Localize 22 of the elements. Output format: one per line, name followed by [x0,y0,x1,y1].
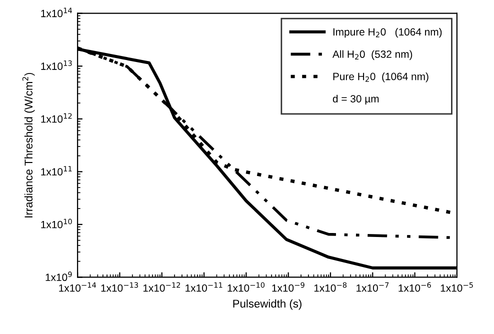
x-tick-label: 1x10$^{−8}$ [314,282,347,292]
x-tick-label: 1x10$^{−7}$ [356,282,389,292]
y-tick-label: 1x10$^{13}$ [41,60,72,70]
legend-label: Pure H$_{2}$0 (1064 nm) [333,72,428,82]
x-tick-label: 1x10$^{−6}$ [398,282,431,292]
x-tick-label: 1x10$^{−10}$ [228,282,265,292]
x-tick-label: 1x10$^{−9}$ [272,282,304,292]
y-tick-label: 1x10$^{14}$ [41,8,72,18]
x-tick-label: 1x10$^{−5}$ [440,282,473,292]
y-tick-label: 1x10$^{12}$ [41,113,72,123]
legend-label: All H$_{2}$0 (532 nm) [332,50,412,60]
y-axis-title: Irradiance Threshold (W/cm$^{2}$) [22,72,35,218]
annotation: d = 30 µm [332,94,379,105]
y-tick-label: 1x10$^{9}$ [46,272,72,282]
legend-label: Impure H$_{2}$0 (1064 nm) [333,28,442,38]
x-axis-title: Pulsewidth (s) [233,299,302,310]
x-tick-label: 1x10$^{−13}$ [101,282,138,292]
y-tick-label: 1x10$^{11}$ [41,166,72,176]
x-tick-label: 1x10$^{−12}$ [143,282,180,292]
x-tick-label: 1x10$^{−11}$ [186,282,222,292]
y-tick-label: 1x10$^{10}$ [41,218,72,228]
x-tick-label: 1x10$^{−14}$ [59,282,96,292]
